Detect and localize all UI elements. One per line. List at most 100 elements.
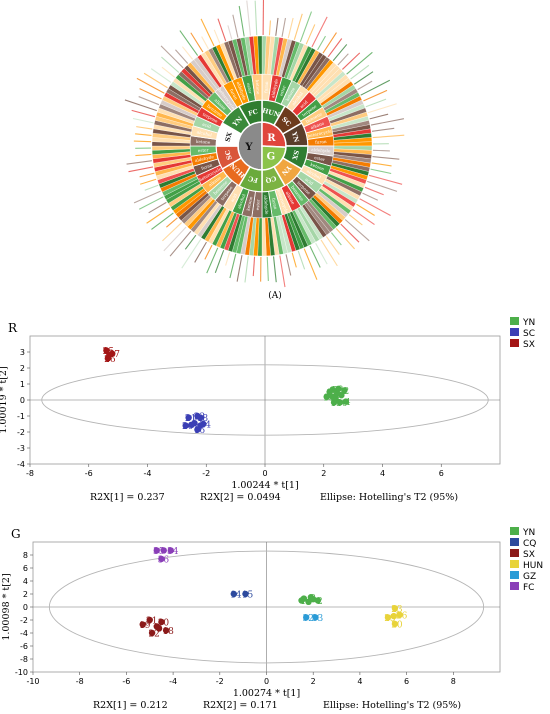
x-tick-label: -4: [144, 469, 152, 478]
wheel-compound-label-ray: [136, 126, 153, 130]
score-point-label: 8: [338, 385, 344, 395]
wheel-compound-label-ray: [184, 234, 197, 250]
wheel-compound-label-ray: [194, 241, 207, 263]
wheel-compound-label-ray: [372, 156, 400, 160]
wheel-class-label: aldehyde: [194, 154, 214, 163]
wheel-compound-label-ray: [175, 49, 189, 64]
wheel-compound-label-ray: [305, 24, 316, 45]
wheel-compound-label-ray: [335, 228, 355, 250]
r2x2-label: R2X[2] = 0.0494: [200, 492, 281, 503]
ellipse-label: Ellipse: Hotelling's T2 (95%): [320, 492, 458, 503]
wheel-compound-label-ray: [135, 153, 152, 157]
score-point-sx: [103, 347, 110, 354]
wheel-compound-label-ray: [179, 30, 199, 56]
score-point-label: 7: [335, 395, 341, 405]
x-tick-label: 0: [262, 469, 267, 478]
wheel-compound-label-ray: [372, 134, 405, 139]
wheel-class-label: ester: [278, 85, 286, 97]
score-point-label: 2: [343, 387, 349, 397]
y-tick-label: 0: [20, 396, 25, 405]
wheel-compound-label-ray: [181, 238, 202, 269]
wheel-compound-label-ray: [330, 232, 342, 246]
wheel-compound-label-ray: [136, 77, 165, 94]
score-point-hun: [391, 620, 399, 628]
wheel-class-label: ketone: [285, 86, 297, 101]
score-point-label: 15: [242, 591, 254, 601]
score-point-label: 25: [384, 614, 396, 624]
score-point-label: 20: [391, 620, 403, 630]
wheel-inner-label: Y: [244, 142, 253, 153]
score-point-sc: [191, 420, 198, 427]
legend-swatch-gz: [510, 571, 519, 579]
score-point-yn: [335, 385, 342, 392]
wheel-compound-label-ray: [370, 118, 405, 126]
wheel-class-label: aldehyde: [270, 78, 279, 98]
x-tick-label: 2: [321, 469, 326, 478]
score-point-label: 14: [230, 591, 242, 601]
wheel-compound-label-ray: [281, 17, 287, 37]
y-tick-label: 0: [23, 603, 28, 612]
legend-swatch-cq: [510, 538, 519, 546]
score-point-yn: [329, 393, 336, 400]
wheel-compound-label-ray: [238, 5, 245, 37]
legend-label-gz: GZ: [523, 572, 536, 582]
wheel-compound-label-ray: [227, 25, 233, 40]
wheel-compound-label-ray: [369, 113, 389, 120]
score-point-yn: [341, 387, 348, 394]
wheel-compound-label-ray: [371, 162, 392, 167]
wheel-class-label: furan: [229, 88, 239, 101]
wheel-class-label: furan: [315, 139, 327, 145]
wheel-compound-label-ray: [303, 248, 318, 280]
wheel-class-label: ketone: [245, 196, 253, 212]
score-point-label: 15: [330, 399, 342, 409]
wheel-class-label: furan: [271, 198, 278, 211]
wheel-compound-label-ray: [293, 13, 303, 40]
legend-label-hun: HUN: [523, 561, 543, 571]
score-point-sx: [158, 618, 165, 626]
wheel-region-label: FC: [247, 108, 259, 118]
score-point-yn: [305, 598, 312, 605]
score-point-cq: [242, 590, 249, 598]
panel-a-label: (A): [268, 290, 282, 301]
wheel-compound-label-ray: [124, 99, 157, 112]
wheel-compound-label-ray: [143, 72, 168, 89]
wheel-compound-label-ray: [139, 88, 162, 100]
wheel-compound-label-ray: [341, 52, 361, 70]
wheel-compound-label-ray: [126, 160, 153, 165]
wheel-class-label: furan: [263, 81, 269, 93]
y-tick-label: 3: [20, 348, 25, 357]
wheel-compound-label-ray: [356, 203, 375, 216]
score-point-label: 10: [336, 399, 348, 409]
wheel-class-label: acid: [229, 192, 238, 202]
wheel-compound-label-ray: [146, 207, 171, 224]
wheel-compound-label-ray: [367, 180, 398, 192]
wheel-compound-label-ray: [144, 184, 159, 191]
score-point-sx: [139, 621, 146, 628]
score-point-fc: [160, 547, 167, 554]
wheel-compound-label-ray: [327, 38, 343, 58]
x-tick-label: -6: [122, 677, 130, 686]
r2x1-label: R2X[1] = 0.237: [90, 492, 165, 503]
x-axis-label: 1.00274 * t[1]: [233, 688, 300, 699]
r2x1-label: R2X[1] = 0.212: [93, 700, 168, 711]
legend-label-sc: SC: [523, 329, 535, 339]
wheel-compound-label-ray: [201, 36, 209, 50]
wheel-compound-label-ray: [138, 96, 160, 106]
x-tick-label: 6: [439, 469, 444, 478]
wheel-compound-label-ray: [213, 29, 221, 44]
wheel-compound-label-ray: [163, 226, 187, 252]
legend-swatch-hun: [510, 560, 519, 568]
wheel-compound-label-ray: [236, 255, 243, 282]
wheel-compound-label-ray: [275, 17, 279, 36]
x-axis-label: 1.00244 * t[1]: [231, 480, 298, 491]
score-point-label: 30: [158, 618, 170, 628]
wheel-region-label: SC: [224, 149, 234, 161]
wheel-compound-label-ray: [161, 66, 176, 78]
hotelling-ellipse: [41, 364, 489, 436]
wheel-compound-label-ray: [371, 127, 395, 132]
score-point-label: 19: [139, 621, 151, 631]
wheel-compound-label-ray: [337, 53, 349, 66]
score-point-yn: [333, 390, 341, 397]
